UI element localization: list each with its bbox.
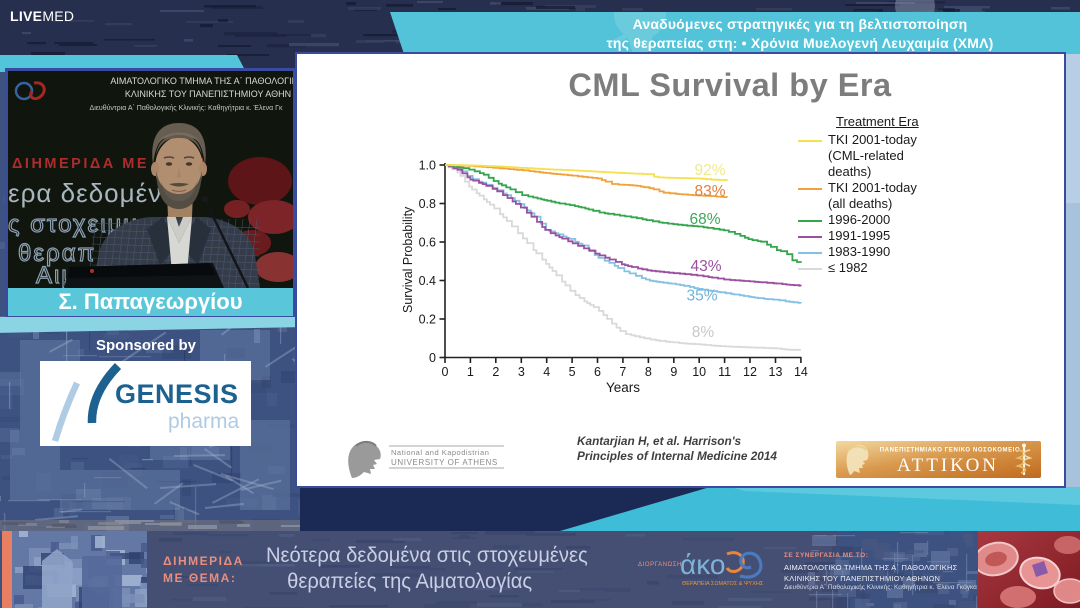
svg-text:13: 13 [769, 365, 783, 379]
svg-text:Διευθύντρια Α΄ Παθολογικής Κλι: Διευθύντρια Α΄ Παθολογικής Κλινικής: Καθ… [90, 104, 283, 112]
svg-text:8: 8 [645, 365, 652, 379]
svg-text:0.2: 0.2 [419, 313, 436, 327]
svg-text:11: 11 [718, 365, 731, 379]
svg-text:0.4: 0.4 [419, 274, 436, 288]
svg-text:1.0: 1.0 [419, 159, 436, 173]
svg-text:0.6: 0.6 [419, 236, 436, 250]
svg-text:43%: 43% [690, 258, 721, 275]
svg-text:7: 7 [619, 365, 626, 379]
svg-text:ΚΛΙΝΙΚΗΣ ΤΟΥ ΠΑΝΕΠΙΣΤΗΜΙΟΥ ΑΘΗ: ΚΛΙΝΙΚΗΣ ΤΟΥ ΠΑΝΕΠΙΣΤΗΜΙΟΥ ΑΘΗΝ [125, 89, 291, 99]
svg-text:68%: 68% [689, 211, 720, 228]
svg-text:θεραπ: θεραπ [18, 240, 96, 267]
svg-text:2: 2 [492, 365, 499, 379]
svg-text:14: 14 [794, 365, 808, 379]
svg-text:Years: Years [606, 380, 640, 395]
svg-text:UNIVERSITY OF ATHENS: UNIVERSITY OF ATHENS [391, 458, 498, 467]
svg-text:National and Kapodistrian: National and Kapodistrian [391, 448, 489, 457]
svg-text:3: 3 [518, 365, 525, 379]
svg-text:12: 12 [743, 365, 757, 379]
svg-text:0: 0 [442, 365, 449, 379]
svg-text:GENESIS: GENESIS [115, 379, 239, 409]
svg-text:ΠΑΝΕΠΙΣΤΗΜΙΑΚΟ ΓΕΝΙΚΟ ΝΟΣΟΚΟΜΕ: ΠΑΝΕΠΙΣΤΗΜΙΑΚΟ ΓΕΝΙΚΟ ΝΟΣΟΚΟΜΕΙΟ [880, 448, 1021, 454]
svg-text:0: 0 [429, 351, 436, 365]
svg-text:8%: 8% [692, 324, 715, 341]
svg-text:ΘΕΡΑΠΕΙΑ ΣΩΜΑΤΟΣ & ΨΥΧΗΣ: ΘΕΡΑΠΕΙΑ ΣΩΜΑΤΟΣ & ΨΥΧΗΣ [682, 581, 764, 587]
svg-text:ΑΤΤΙΚΟΝ: ΑΤΤΙΚΟΝ [897, 455, 999, 476]
svg-text:10: 10 [692, 365, 706, 379]
svg-text:ερα δεδομέν: ερα δεδομέν [8, 178, 162, 208]
svg-text:35%: 35% [686, 288, 717, 305]
svg-text:pharma: pharma [168, 410, 240, 433]
svg-text:83%: 83% [694, 183, 725, 200]
svg-text:6: 6 [594, 365, 601, 379]
svg-text:92%: 92% [694, 162, 725, 179]
svg-text:ΑΙΜΑΤΟΛΟΓΙΚΟ ΤΜΗΜΑ ΤΗΣ Α΄ ΠΑΘΟ: ΑΙΜΑΤΟΛΟΓΙΚΟ ΤΜΗΜΑ ΤΗΣ Α΄ ΠΑΘΟΛΟΓΙΚ [110, 76, 293, 86]
svg-text:5: 5 [569, 365, 576, 379]
svg-text:άκο: άκο [680, 549, 725, 580]
svg-text:9: 9 [670, 365, 677, 379]
svg-text:4: 4 [543, 365, 550, 379]
svg-text:1: 1 [467, 365, 474, 379]
svg-text:0.8: 0.8 [419, 197, 436, 211]
